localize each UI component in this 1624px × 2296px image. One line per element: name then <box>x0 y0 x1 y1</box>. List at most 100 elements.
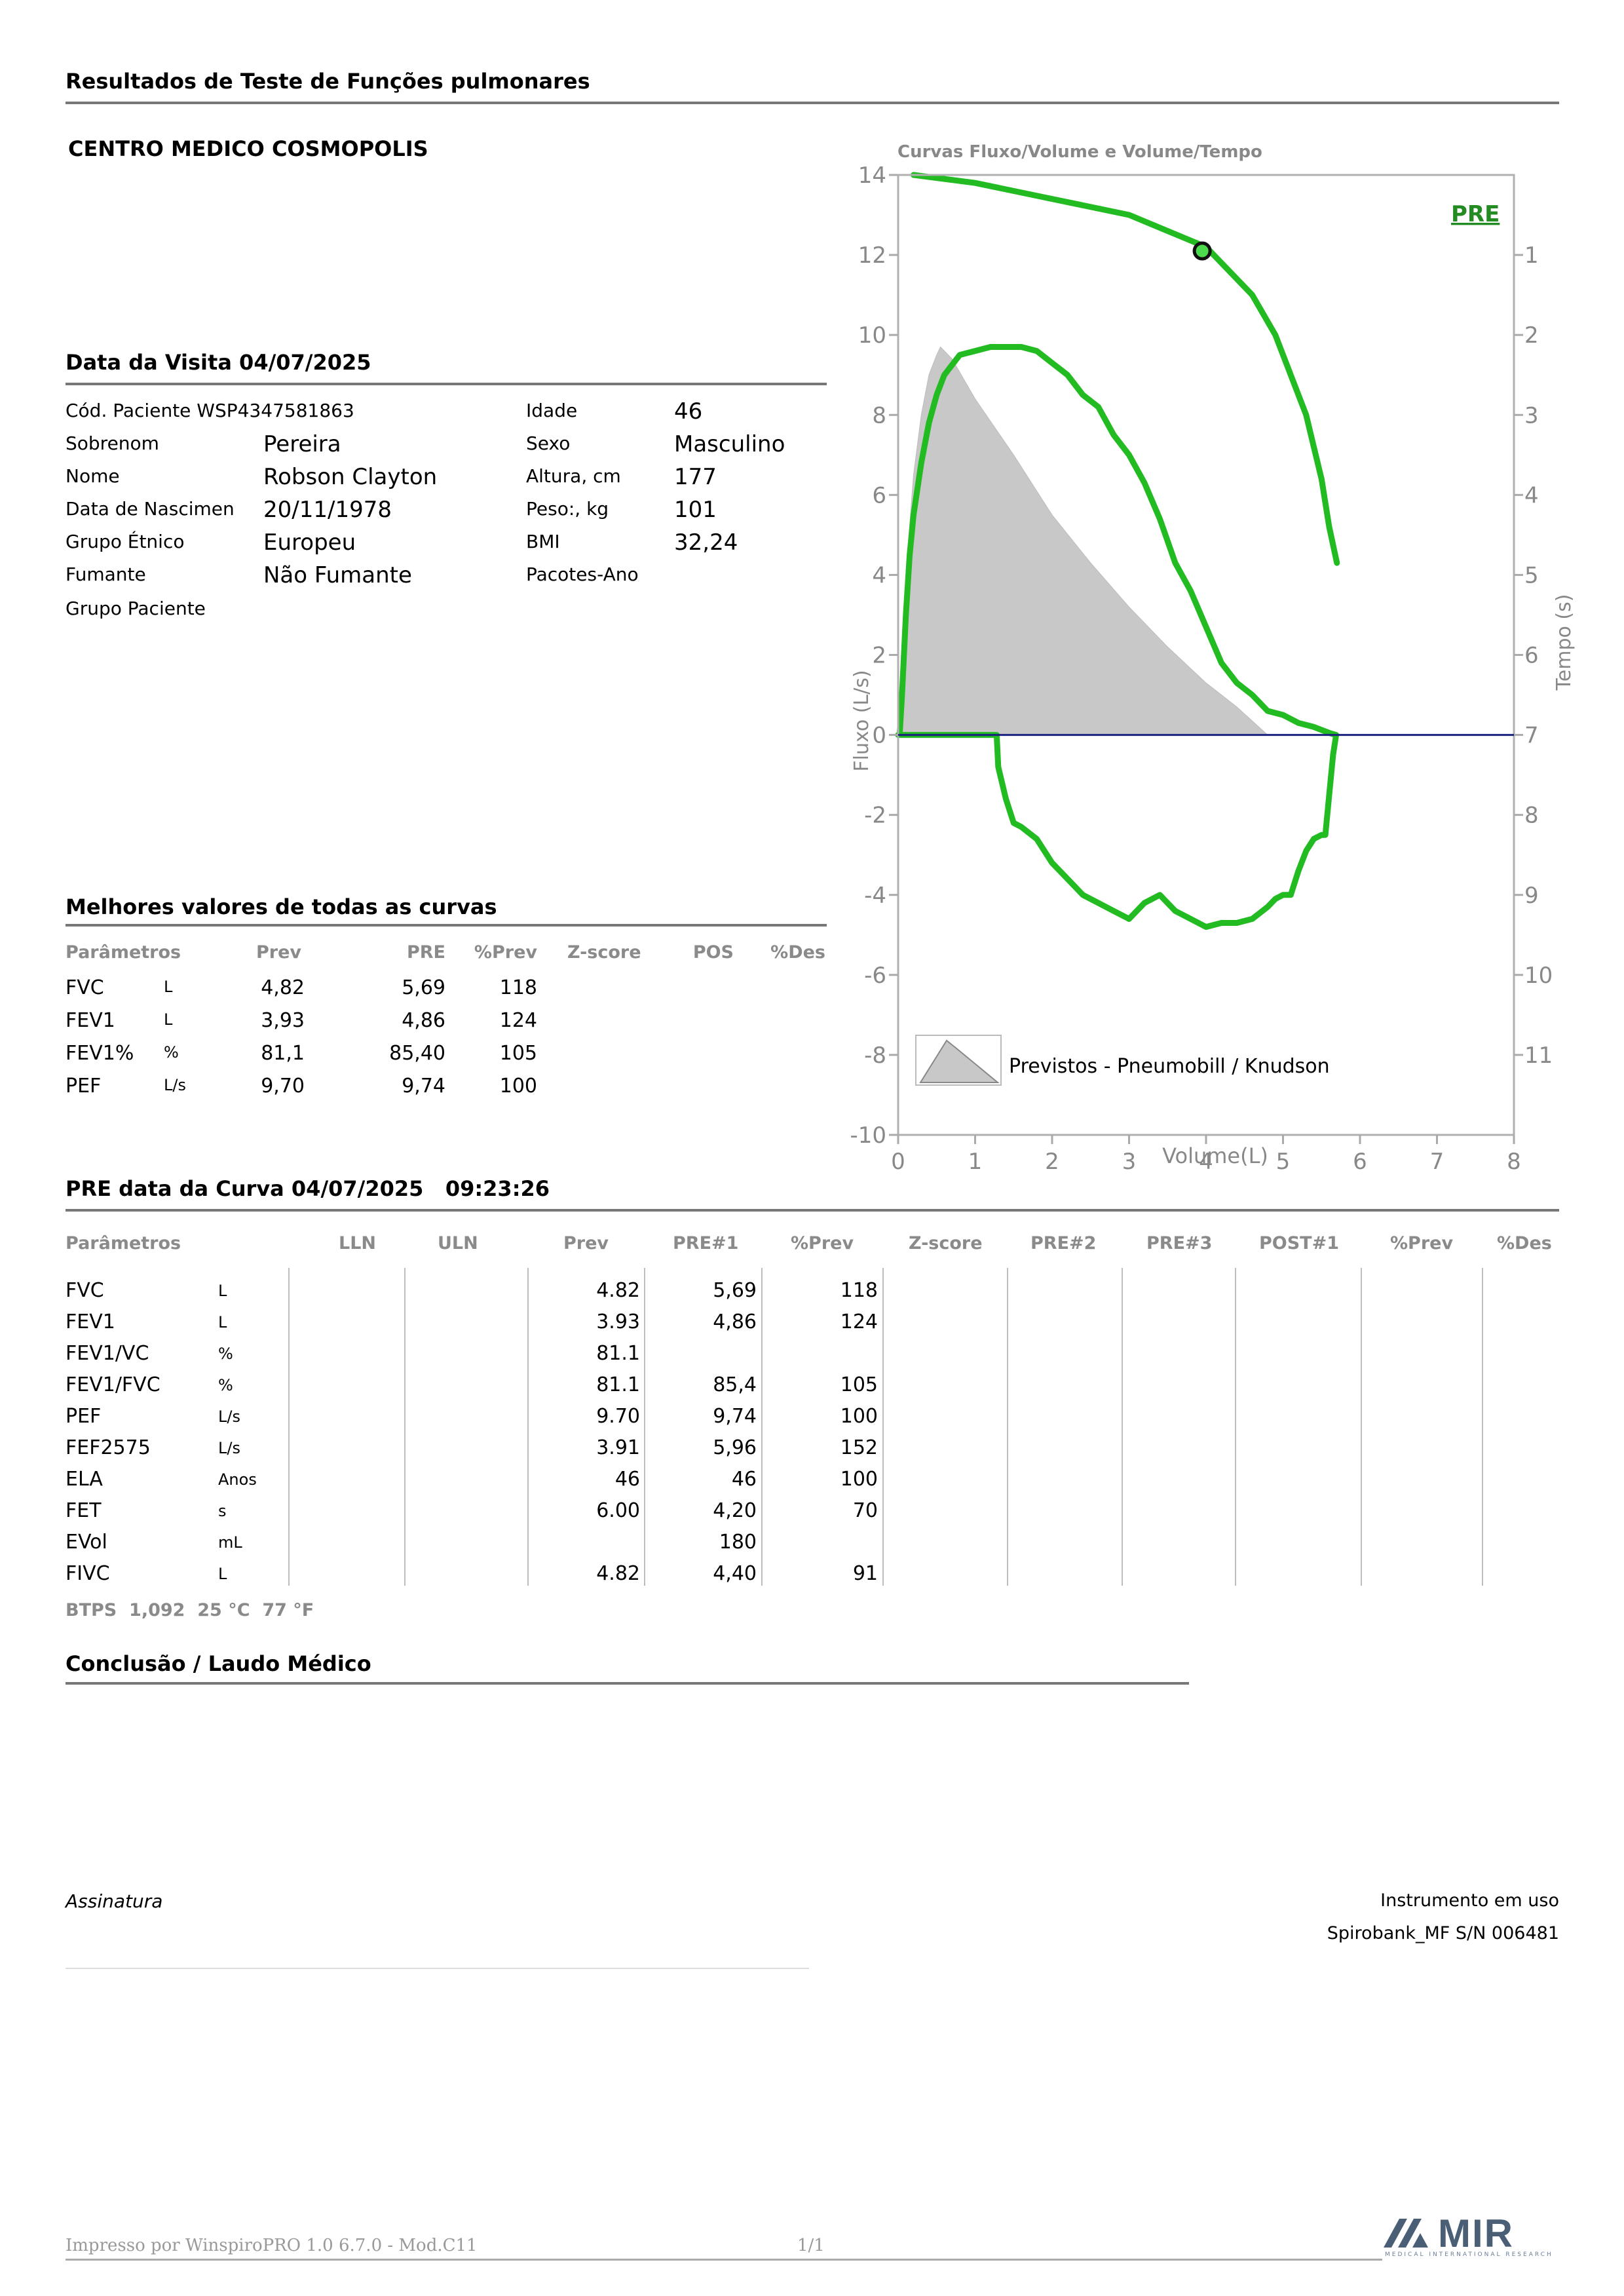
best-values-divider <box>66 924 827 927</box>
curve-unit: mL <box>218 1533 242 1552</box>
patient-id-label: Cód. Paciente WSP4347581863 <box>66 400 354 421</box>
y-tick-label: -2 <box>864 803 886 829</box>
best-unit: L/s <box>164 1076 186 1094</box>
curve-unit: L <box>218 1282 227 1300</box>
visit-title: Data da Visita 04/07/2025 <box>66 350 371 375</box>
y2-tick-label: 10 <box>1524 963 1553 989</box>
best-unit: L <box>164 978 173 996</box>
x-tick-label: 8 <box>1507 1149 1521 1175</box>
instrument-label: Instrumento em uso <box>1380 1890 1559 1911</box>
curve-title: PRE data da Curva 04/07/2025 09:23:26 <box>66 1176 550 1201</box>
curve-pre1: 9,74 <box>713 1405 757 1428</box>
pef-marker <box>1192 241 1212 261</box>
best-pct-prev: 124 <box>499 1009 537 1032</box>
best-param: PEF <box>66 1075 102 1098</box>
curve-header-lln: LLN <box>339 1233 377 1253</box>
pre-badge: PRE <box>1451 201 1500 227</box>
y-tick-label: -4 <box>864 883 886 909</box>
curve-header-pre3: PRE#3 <box>1146 1233 1213 1253</box>
curve-param: FIVC <box>66 1562 110 1585</box>
col-divider <box>288 1268 290 1586</box>
best-pre: 4,86 <box>402 1009 445 1032</box>
y-tick-label: 8 <box>872 402 886 429</box>
best-pct-prev: 118 <box>499 976 537 999</box>
curve-pct-prev: 118 <box>840 1279 878 1302</box>
best-pre: 85,40 <box>389 1042 445 1065</box>
x-tick-label: 1 <box>968 1149 983 1175</box>
curve-pct-prev: 152 <box>840 1436 878 1459</box>
y-tick-label: 10 <box>858 322 886 349</box>
col-divider <box>1235 1268 1236 1586</box>
curve-header-pre1: PRE#1 <box>673 1233 739 1253</box>
y2-tick-label: 8 <box>1524 803 1539 829</box>
col-divider <box>527 1268 529 1586</box>
curve-pct-prev: 70 <box>852 1499 878 1522</box>
y2-tick-label: 6 <box>1524 643 1539 669</box>
surname-value: Pereira <box>263 431 341 457</box>
col-divider <box>761 1268 763 1586</box>
curve-divider <box>66 1209 1559 1212</box>
best-header-params: Parâmetros <box>66 942 181 963</box>
legend-label: Previstos - Pneumobill / Knudson <box>1009 1055 1330 1078</box>
y2-tick-label: 9 <box>1524 883 1539 909</box>
visit-divider <box>66 383 827 385</box>
y2-tick-label: 5 <box>1524 562 1539 588</box>
surname-label: Sobrenom <box>66 432 159 454</box>
best-param: FVC <box>66 976 104 999</box>
x-tick-label: 6 <box>1353 1149 1367 1175</box>
col-divider <box>882 1268 884 1586</box>
y2-tick-label: 1 <box>1524 242 1539 269</box>
y2-tick-label: 3 <box>1524 402 1539 429</box>
y2-tick-label: 4 <box>1524 482 1539 508</box>
page-number: 1/1 <box>797 2236 825 2255</box>
curve-pre1: 4,86 <box>713 1311 757 1333</box>
curve-unit: L <box>218 1565 227 1583</box>
best-header-prev: Prev <box>255 942 301 963</box>
y-tick-label: 14 <box>858 163 886 189</box>
curve-header-pre2: PRE#2 <box>1030 1233 1097 1253</box>
y-tick-label: 12 <box>858 242 886 269</box>
instrument-value: Spirobank_MF S/N 006481 <box>1327 1923 1559 1943</box>
height-value: 177 <box>674 464 717 490</box>
chart-ticks: 0 1 2 3 4 5 6 7 8-10-8-6-4-202468101214123456789… <box>850 163 1553 1175</box>
conclusion-divider <box>66 1682 1189 1685</box>
patient-group-label: Grupo Paciente <box>66 598 206 619</box>
mir-logo: MIR MEDICAL INTERNATIONAL RESEARCH <box>1382 2207 1569 2259</box>
y-tick-label: 6 <box>872 482 886 508</box>
curve-pre1: 46 <box>731 1468 757 1491</box>
curve-prev: 81.1 <box>596 1342 640 1365</box>
curve-header-uln: ULN <box>438 1233 478 1253</box>
footer-line <box>66 2259 1382 2261</box>
best-unit: L <box>164 1010 173 1029</box>
sex-label: Sexo <box>526 432 571 454</box>
best-unit: % <box>164 1043 179 1062</box>
curve-unit: % <box>218 1345 233 1363</box>
pack-years-label: Pacotes-Ano <box>526 564 639 585</box>
mir-logo-icon <box>1384 2219 1428 2248</box>
best-header-pre: PRE <box>406 942 445 963</box>
curve-pct-prev: 105 <box>840 1373 878 1396</box>
birthdate-value: 20/11/1978 <box>263 497 392 523</box>
y2-tick-label: 2 <box>1524 322 1539 349</box>
col-divider <box>1122 1268 1123 1586</box>
x-tick-label: 2 <box>1045 1149 1059 1175</box>
best-prev: 81,1 <box>261 1042 305 1065</box>
y-tick-label: 0 <box>872 723 886 749</box>
best-prev: 3,93 <box>261 1009 305 1032</box>
curve-header-post1: POST#1 <box>1259 1233 1340 1253</box>
x-tick-label: 3 <box>1122 1149 1137 1175</box>
x-tick-label: 4 <box>1199 1149 1213 1175</box>
curve-prev: 46 <box>614 1468 640 1491</box>
weight-value: 101 <box>674 497 717 523</box>
conclusion-title: Conclusão / Laudo Médico <box>66 1651 371 1676</box>
curve-param: FEV1/VC <box>66 1342 149 1365</box>
weight-label: Peso:, kg <box>526 498 609 520</box>
best-header-pct-des: %Des <box>770 942 825 963</box>
best-pre: 9,74 <box>402 1075 445 1098</box>
curve-prev: 6.00 <box>596 1499 640 1522</box>
volume-time-curve <box>911 172 1340 566</box>
height-label: Altura, cm <box>526 465 621 487</box>
curve-pct-prev: 91 <box>852 1562 878 1585</box>
y-tick-label: -10 <box>850 1122 886 1149</box>
curve-prev: 4.82 <box>596 1279 640 1302</box>
